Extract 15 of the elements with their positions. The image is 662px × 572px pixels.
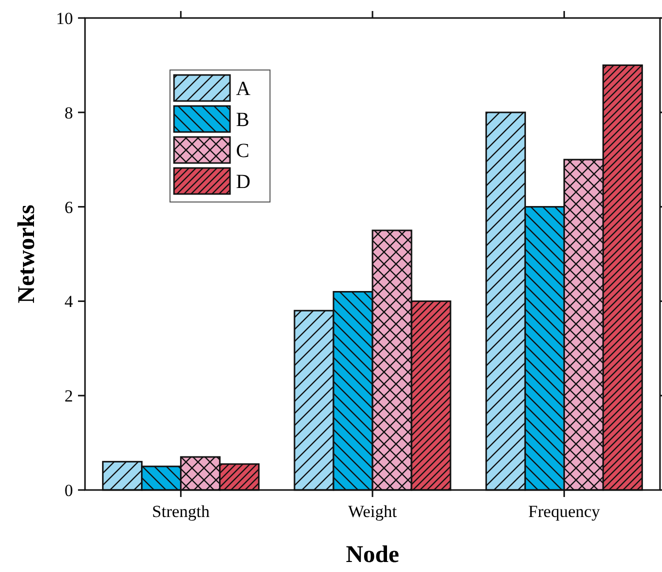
- y-tick-label: 4: [64, 292, 74, 312]
- legend-label: A: [236, 78, 251, 100]
- legend-label: C: [236, 140, 250, 162]
- x-axis-title: Node: [346, 542, 400, 568]
- legend-label: D: [236, 171, 250, 193]
- x-tick-label: Weight: [348, 502, 398, 521]
- legend-label: B: [236, 109, 250, 131]
- y-tick-label: 6: [64, 198, 73, 217]
- y-tick-label: 0: [64, 480, 73, 500]
- y-tick-label: 2: [64, 386, 73, 406]
- x-tick-label: Frequency: [528, 502, 601, 521]
- y-axis-title: Networks: [14, 204, 40, 304]
- y-tick-label: 10: [56, 8, 73, 28]
- y-tick-label: 8: [64, 103, 73, 122]
- x-tick-label: Strength: [152, 502, 210, 521]
